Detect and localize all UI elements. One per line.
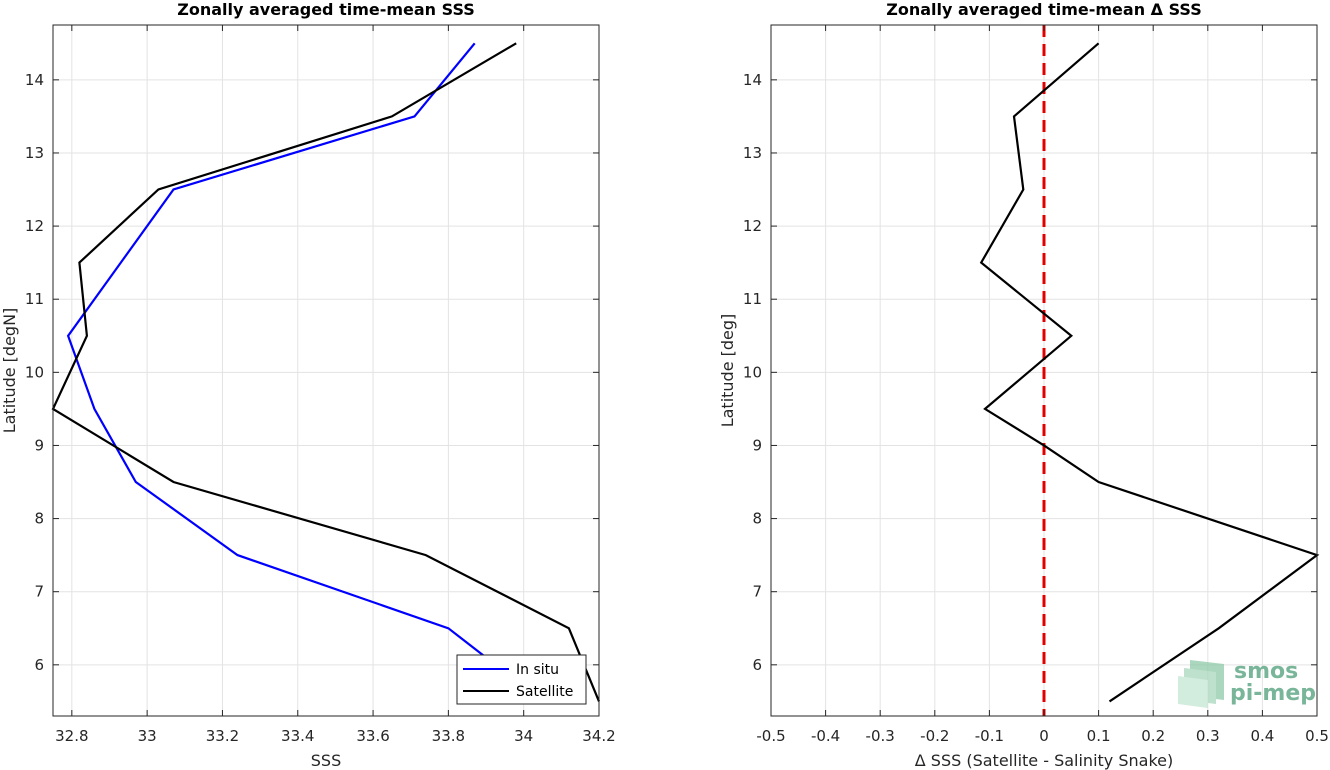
y-tick-label: 11: [743, 290, 762, 308]
x-tick-label: 33.2: [206, 727, 239, 745]
series-line-in-situ: [66, 42, 506, 673]
x-tick-label: 33.8: [432, 727, 465, 745]
y-tick-label: 13: [743, 144, 762, 162]
y-tick-label: 11: [25, 290, 44, 308]
y-tick-label: 7: [34, 583, 44, 601]
sss-legend: In situ Satellite: [456, 654, 587, 705]
logo-emblem-icon: [1178, 660, 1224, 708]
delta-sss-chart-title: Zonally averaged time-mean Δ SSS: [886, 0, 1202, 19]
y-tick-label: 9: [34, 436, 44, 454]
y-tick-label: 6: [34, 656, 44, 674]
smos-pi-mep-logo: smos pi-mep: [1178, 659, 1316, 708]
x-tick-label: 33.4: [281, 727, 314, 745]
y-tick-label: 9: [752, 436, 762, 454]
x-tick-label: 33: [138, 727, 157, 745]
x-tick-label: 34.2: [582, 727, 615, 745]
x-tick-label: 0.1: [1087, 727, 1111, 745]
y-tick-label: 12: [743, 217, 762, 235]
x-tick-label: -0.2: [920, 727, 949, 745]
x-tick-label: -0.1: [975, 727, 1004, 745]
series-line-satellite: [51, 42, 601, 702]
x-tick-label: -0.5: [756, 727, 785, 745]
sss-plot-area: [53, 25, 599, 716]
y-tick-label: 12: [25, 217, 44, 235]
y-tick-label: 13: [25, 144, 44, 162]
sss-series-group: [51, 42, 601, 702]
logo-text-smos: smos: [1234, 659, 1298, 684]
x-tick-label: 0.3: [1196, 727, 1220, 745]
sss-panel: 32.8 33 33.2 33.4 33.6 33.8 34 34.2 6 7 8 9 10 11 12 13…: [0, 0, 616, 770]
delta-sss-x-axis-label: Δ SSS (Satellite - Salinity Snake): [915, 751, 1173, 770]
y-tick-label: 14: [25, 71, 44, 89]
y-tick-label: 10: [25, 363, 44, 381]
sss-ticks: 32.8 33 33.2 33.4 33.6 33.8 34 34.2 6 7 8 9 10 11 12 13…: [25, 25, 616, 745]
x-tick-label: 32.8: [55, 727, 88, 745]
x-tick-label: -0.3: [866, 727, 895, 745]
x-tick-label: -0.4: [811, 727, 840, 745]
x-tick-label: 0: [1039, 727, 1049, 745]
x-tick-label: 0.2: [1141, 727, 1165, 745]
legend-box: [456, 654, 587, 705]
delta-sss-series-group: [979, 42, 1320, 703]
y-tick-label: 10: [743, 363, 762, 381]
x-tick-label: 33.6: [356, 727, 389, 745]
legend-label-in-situ: In situ: [516, 662, 559, 678]
y-tick-label: 6: [752, 656, 762, 674]
y-tick-label: 8: [34, 510, 44, 528]
legend-label-satellite: Satellite: [516, 684, 573, 700]
y-tick-label: 7: [752, 583, 762, 601]
sss-grid: [53, 25, 600, 716]
y-tick-label: 14: [743, 71, 762, 89]
sss-y-axis-label: Latitude [degN]: [0, 308, 19, 434]
logo-text-pi-mep: pi-mep: [1230, 681, 1316, 706]
x-tick-label: 0.4: [1250, 727, 1274, 745]
sss-x-axis-label: SSS: [311, 751, 341, 770]
delta-sss-ticks: -0.5 -0.4 -0.3 -0.2 -0.1 0 0.1 0.2 0.3 0.4 0.5 6 7 8 9…: [743, 25, 1329, 745]
x-tick-label: 0.5: [1305, 727, 1329, 745]
delta-sss-y-axis-label: Latitude [deg]: [718, 314, 737, 428]
x-tick-label: 34: [514, 727, 533, 745]
sss-axes-box: [52, 24, 600, 717]
y-tick-label: 8: [752, 510, 762, 528]
delta-sss-panel: -0.5 -0.4 -0.3 -0.2 -0.1 0 0.1 0.2 0.3 0.4 0.5 6 7 8 9…: [718, 0, 1329, 770]
series-line-delta-sss: [979, 42, 1320, 703]
sss-chart-title: Zonally averaged time-mean SSS: [177, 0, 475, 19]
